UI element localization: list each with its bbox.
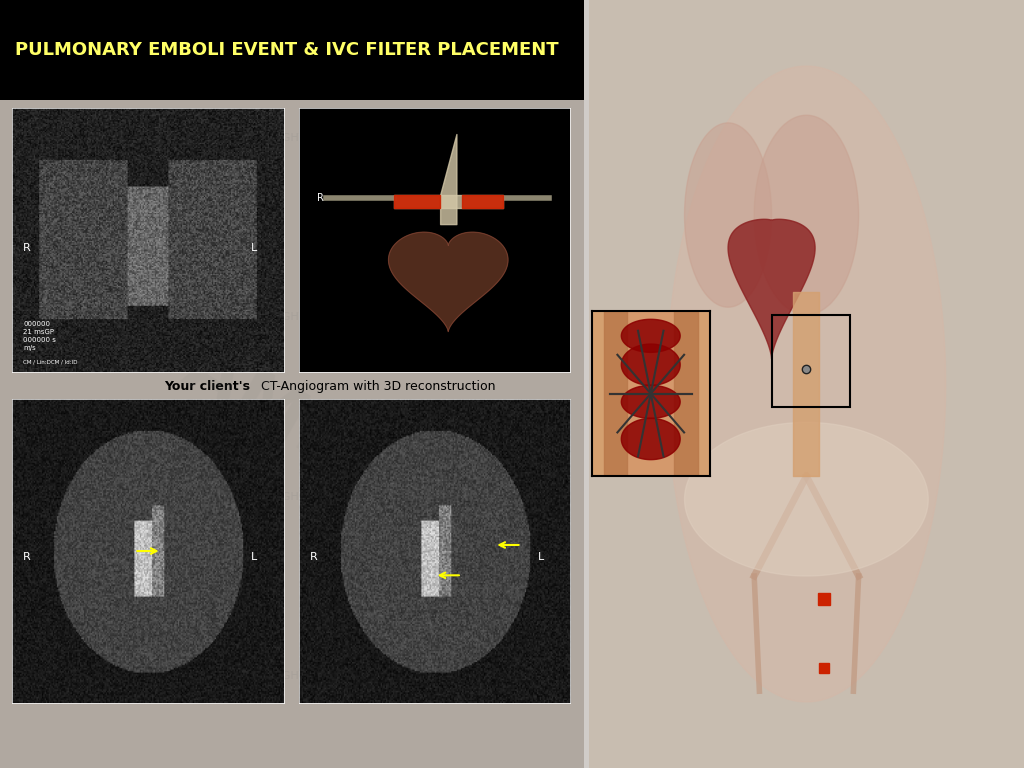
Text: COPYRIGHTED: COPYRIGHTED (933, 670, 1013, 681)
Polygon shape (755, 115, 858, 315)
Polygon shape (668, 66, 945, 702)
Text: CT-Angiogram with 3D reconstruction: CT-Angiogram with 3D reconstruction (261, 380, 496, 392)
Polygon shape (388, 232, 508, 332)
Text: COPYRIGHTED: COPYRIGHTED (11, 133, 91, 144)
Text: COPYRIGHTED: COPYRIGHTED (472, 492, 552, 502)
Text: R: R (317, 193, 325, 203)
Bar (0, 100, 584, 768)
Polygon shape (728, 220, 815, 359)
Text: COPYRIGHTED: COPYRIGHTED (933, 492, 1013, 502)
Bar (0, 0, 584, 100)
Text: Deep Venous
Thrombosis
(From Common
Femoral Vein to the
Upper Thigh): Deep Venous Thrombosis (From Common Femo… (592, 549, 687, 609)
Text: L: L (251, 243, 257, 253)
Text: COPYRIGHTED: COPYRIGHTED (242, 133, 322, 144)
Text: COPYRIGHTED: COPYRIGHTED (242, 492, 322, 502)
Text: COPYRIGHTED: COPYRIGHTED (242, 670, 322, 681)
Text: L: L (538, 552, 544, 562)
Polygon shape (622, 419, 680, 459)
Text: R: R (24, 243, 31, 253)
Text: COPYRIGHTED: COPYRIGHTED (933, 313, 1013, 323)
Text: CM / Lin:DCM / Id:ID: CM / Lin:DCM / Id:ID (24, 359, 78, 365)
Text: COPYRIGHTED: COPYRIGHTED (11, 670, 91, 681)
Text: PULMONARY EMBOLI EVENT & IVC FILTER PLACEMENT: PULMONARY EMBOLI EVENT & IVC FILTER PLAC… (15, 41, 559, 59)
Text: IVC Filter
Inserted: IVC Filter Inserted (592, 315, 639, 338)
Text: 000000
21 msGP
000000 s
m/s: 000000 21 msGP 000000 s m/s (24, 321, 56, 351)
Text: SAMPLE: SAMPLE (127, 310, 446, 535)
Text: COPYRIGHTED: COPYRIGHTED (702, 670, 782, 681)
Polygon shape (685, 123, 771, 307)
Text: COPYRIGHTED: COPYRIGHTED (702, 313, 782, 323)
Polygon shape (685, 422, 928, 576)
Text: COPYRIGHTED: COPYRIGHTED (11, 492, 91, 502)
Polygon shape (622, 344, 680, 386)
Polygon shape (622, 386, 680, 419)
Text: COPYRIGHTED: COPYRIGHTED (472, 313, 552, 323)
Polygon shape (622, 319, 680, 353)
Text: R: R (310, 552, 317, 562)
Text: L: L (251, 552, 257, 562)
Text: COPYRIGHTED: COPYRIGHTED (242, 313, 322, 323)
Text: COPYRIGHTED: COPYRIGHTED (472, 133, 552, 144)
Text: Massive
Bilateral
Pulmonary
Emboli: Massive Bilateral Pulmonary Emboli (599, 161, 654, 208)
Text: COPYRIGHTED: COPYRIGHTED (702, 492, 782, 502)
Text: R: R (24, 552, 31, 562)
Text: COPYRIGHTED: COPYRIGHTED (702, 133, 782, 144)
Text: COPYRIGHTED: COPYRIGHTED (472, 670, 552, 681)
Text: COPYRIGHTED: COPYRIGHTED (933, 133, 1013, 144)
Text: COPYRIGHTED: COPYRIGHTED (11, 313, 91, 323)
Bar (772, 315, 850, 407)
Text: Your client's: Your client's (164, 380, 254, 392)
